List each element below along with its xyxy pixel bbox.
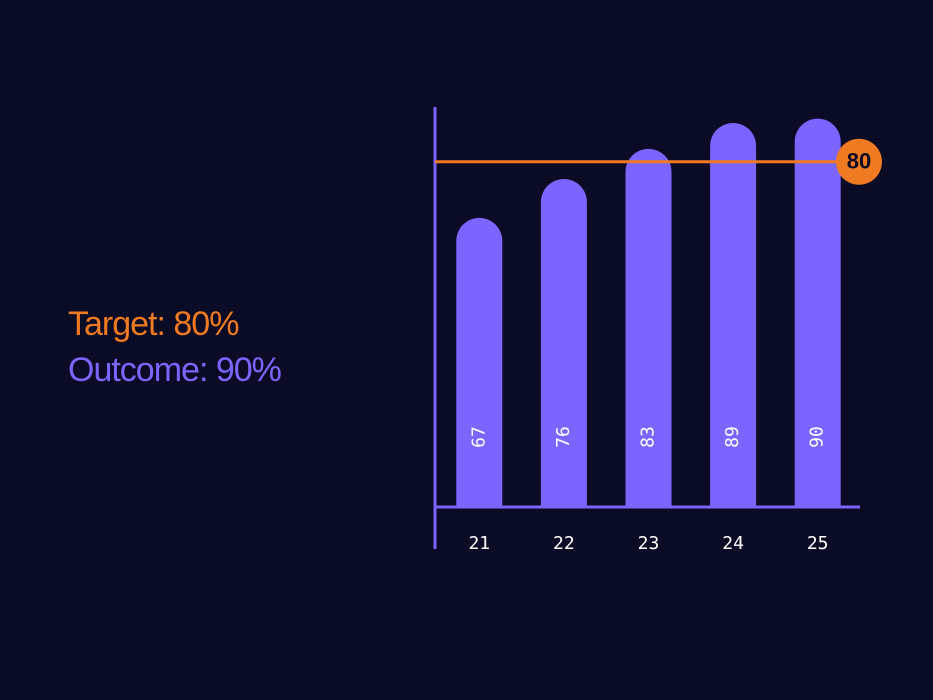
x-tick-label: 22 — [553, 533, 575, 554]
target-badge — [836, 138, 882, 185]
bar — [540, 179, 587, 507]
bar — [710, 122, 757, 508]
value-label: 76 — [553, 426, 574, 448]
x-tick-label: 23 — [638, 533, 660, 554]
annotation: Target: 80% — [68, 305, 239, 343]
value-label: 83 — [638, 426, 659, 448]
annotation: Outcome: 90% — [68, 351, 282, 389]
value-label: 90 — [807, 426, 828, 448]
value-label: 67 — [468, 426, 489, 448]
bar — [456, 217, 503, 507]
bar — [625, 148, 672, 507]
value-label: 89 — [722, 426, 743, 448]
x-tick-label: 25 — [807, 533, 829, 554]
target-label: 80 — [847, 149, 871, 174]
x-tick-label: 24 — [722, 533, 744, 554]
bar — [794, 118, 841, 507]
x-tick-label: 21 — [468, 533, 490, 554]
